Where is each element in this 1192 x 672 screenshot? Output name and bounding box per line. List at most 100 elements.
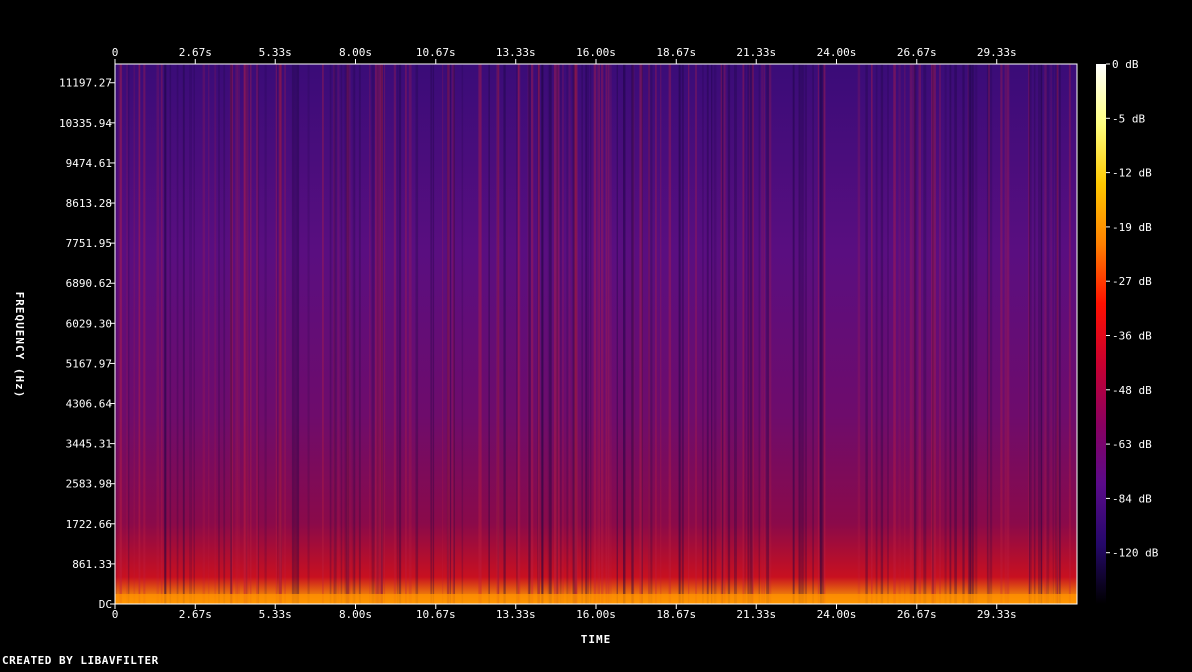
texture-stripe [537, 64, 540, 604]
texture-stripe [616, 64, 618, 604]
texture-stripe [516, 64, 519, 604]
texture-stripe [278, 64, 282, 604]
texture-stripe [1038, 64, 1040, 604]
texture-stripe [243, 64, 247, 604]
texture-stripe [430, 64, 433, 604]
texture-stripe [1040, 64, 1043, 604]
texture-stripe [296, 64, 300, 604]
texture-stripe [277, 64, 279, 604]
spectrogram-texture [115, 64, 1077, 604]
texture-stripe [695, 64, 697, 604]
texture-stripe [183, 64, 185, 604]
texture-stripe [405, 64, 407, 604]
texture-stripe [549, 64, 552, 604]
texture-stripe [1000, 64, 1003, 604]
texture-stripe [986, 64, 990, 604]
texture-stripe [763, 64, 765, 604]
texture-stripe [871, 64, 873, 604]
x-tick-label-top: 24.00s [817, 46, 857, 59]
texture-stripe [518, 64, 520, 604]
texture-stripe [572, 64, 576, 604]
x-tick-label-bottom: 13.33s [496, 608, 536, 621]
texture-stripe [623, 64, 626, 604]
texture-stripe [218, 64, 220, 604]
texture-stripe [568, 64, 571, 604]
texture-stripe [557, 64, 561, 604]
texture-stripe [169, 64, 172, 604]
texture-stripe [369, 64, 371, 604]
texture-stripe [556, 64, 559, 604]
y-tick-label: 6029.30 [66, 317, 112, 330]
y-axis: DC 861.33 1722.66 2583.98 3445.31 4306.64 5167… [59, 77, 115, 611]
texture-stripe [962, 64, 965, 604]
texture-stripe [377, 64, 381, 604]
texture-stripe [497, 64, 500, 604]
texture-stripe [451, 64, 455, 604]
texture-stripe [415, 64, 419, 604]
texture-stripe [346, 64, 349, 604]
texture-stripe [284, 64, 286, 604]
colorbar [1096, 64, 1106, 604]
texture-stripe [923, 64, 927, 604]
texture-stripe [353, 64, 356, 604]
texture-stripe [307, 64, 310, 604]
texture-stripe [969, 64, 972, 604]
texture-stripe [442, 64, 444, 604]
texture-stripe [256, 64, 259, 604]
y-tick-label: DC [99, 598, 112, 611]
texture-stripe [433, 64, 435, 604]
texture-stripe [706, 64, 709, 604]
texture-stripe [605, 64, 608, 604]
y-tick-label: 8613.28 [66, 197, 112, 210]
texture-stripe [245, 64, 248, 604]
texture-stripe [720, 64, 723, 604]
x-tick-label-top: 29.33s [977, 46, 1017, 59]
y-tick-label: 2583.98 [66, 478, 112, 491]
texture-stripe [758, 64, 760, 604]
texture-stripe [1050, 64, 1052, 604]
texture-stripe [344, 64, 348, 604]
texture-stripe [631, 64, 634, 604]
x-tick-label-top: 2.67s [179, 46, 212, 59]
texture-stripe [322, 64, 324, 604]
texture-stripe [913, 64, 916, 604]
texture-stripe [547, 64, 551, 604]
texture-stripe [393, 64, 396, 604]
texture-stripe [504, 64, 506, 604]
y-tick-label: 9474.61 [66, 157, 112, 170]
texture-stripe [954, 64, 957, 604]
texture-stripe [340, 64, 343, 604]
texture-stripe [528, 64, 531, 604]
x-tick-label-bottom: 29.33s [977, 608, 1017, 621]
texture-stripe [371, 64, 375, 604]
texture-stripe [398, 64, 402, 604]
x-tick-label-top: 18.67s [656, 46, 696, 59]
texture-stripe [968, 64, 972, 604]
y-tick-label: 6890.62 [66, 277, 112, 290]
colorbar-label: -5 dB [1112, 112, 1145, 125]
x-tick-label-top: 26.67s [897, 46, 937, 59]
texture-stripe [857, 64, 861, 604]
texture-stripe [1052, 64, 1054, 604]
texture-stripe [1033, 64, 1036, 604]
texture-stripe [528, 64, 530, 604]
texture-stripe [182, 64, 185, 604]
texture-stripe [750, 64, 753, 604]
texture-stripe [214, 64, 217, 604]
colorbar-labels: 0 dB -5 dB -12 dB -19 dB -27 dB -36 dB -48 dB -… [1106, 58, 1159, 560]
x-tick-label-bottom: 2.67s [179, 608, 212, 621]
texture-stripe [715, 64, 717, 604]
texture-stripe [812, 64, 814, 604]
texture-stripe [641, 64, 643, 604]
texture-stripe [333, 64, 337, 604]
texture-stripe [820, 64, 824, 604]
texture-stripe [164, 64, 166, 604]
texture-stripe [1054, 64, 1058, 604]
texture-stripe [160, 64, 163, 604]
texture-stripe [742, 64, 745, 604]
texture-stripe [967, 64, 969, 604]
texture-stripe [798, 64, 801, 604]
x-tick-label-bottom: 21.33s [736, 608, 776, 621]
texture-stripe [893, 64, 896, 604]
